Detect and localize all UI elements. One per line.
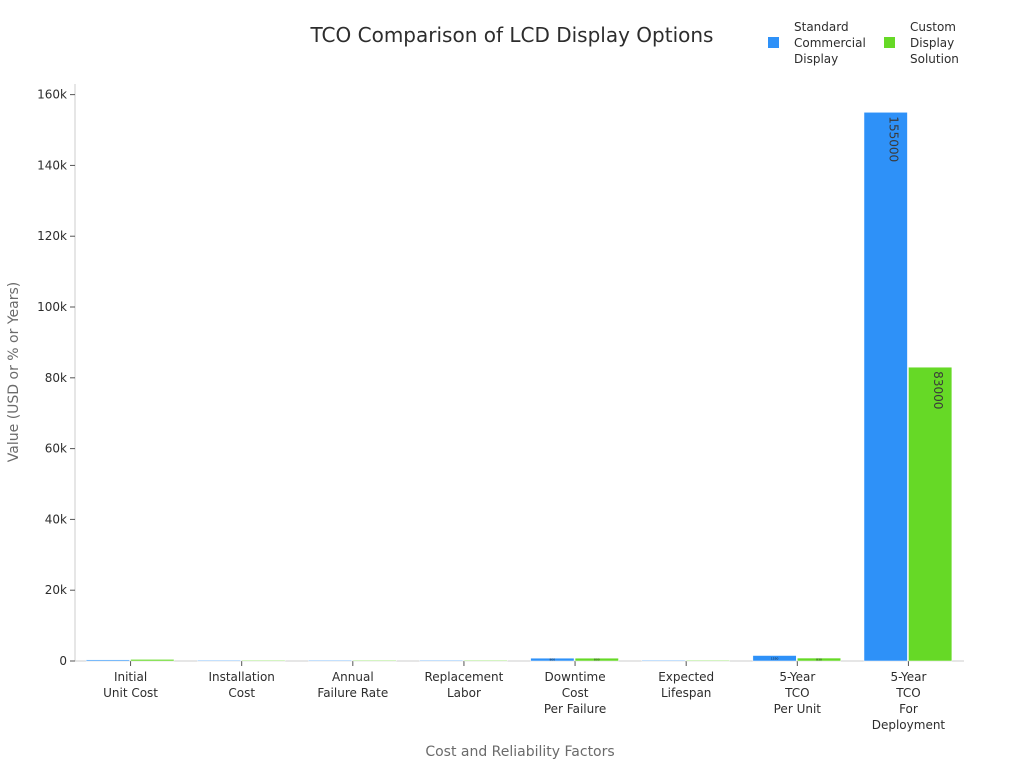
y-tick-label: 40k bbox=[45, 512, 67, 526]
legend-label-line: Standard bbox=[794, 20, 849, 34]
bar bbox=[196, 659, 241, 662]
bar-value-label: 800 bbox=[594, 658, 600, 662]
y-tick-label: 140k bbox=[37, 158, 67, 172]
x-tick-label-line: Initial bbox=[114, 670, 147, 684]
x-tick-label-line: Cost bbox=[562, 686, 589, 700]
x-tick-label-line: Installation bbox=[208, 670, 274, 684]
x-tick-label-line: Labor bbox=[447, 686, 481, 700]
x-tick-label: 5-Year TCO For Deployment bbox=[872, 670, 946, 732]
bar bbox=[85, 659, 130, 662]
x-tick-label: Initial Unit Cost bbox=[103, 670, 158, 700]
legend-label-line: Display bbox=[910, 36, 954, 50]
bars: 800 1550 155000 800 830 83000 bbox=[85, 112, 953, 662]
bar bbox=[574, 657, 619, 662]
y-tick-label: 20k bbox=[45, 583, 67, 597]
legend-label-line: Commercial bbox=[794, 36, 866, 50]
x-tick-label: Expected Lifespan bbox=[658, 670, 714, 700]
bar bbox=[130, 659, 175, 662]
x-axis-title: Cost and Reliability Factors bbox=[425, 744, 614, 760]
x-tick-label-line: Replacement bbox=[425, 670, 504, 684]
bar bbox=[463, 659, 508, 662]
y-tick-label: 100k bbox=[37, 300, 67, 314]
bar bbox=[352, 659, 397, 662]
x-tick-label: Installation Cost bbox=[208, 670, 274, 700]
bar-value-label: 800 bbox=[549, 658, 555, 662]
bar bbox=[752, 655, 797, 662]
x-tick-label-line: Expected bbox=[658, 670, 714, 684]
legend-label: Custom Display Solution bbox=[910, 20, 959, 66]
y-axis-title: Value (USD or % or Years) bbox=[6, 282, 22, 462]
y-axis: 0 20k 40k 60k 80k 100k 120k 140k 160k bbox=[37, 84, 76, 668]
x-tick-label: 5-Year TCO Per Unit bbox=[774, 670, 822, 716]
x-tick-label-line: Cost bbox=[228, 686, 255, 700]
legend: Standard Commercial Display Custom Display So… bbox=[768, 20, 959, 66]
legend-label: Standard Commercial Display bbox=[794, 20, 866, 66]
x-tick-label-line: 5-Year bbox=[890, 670, 926, 684]
x-tick-label-line: Annual bbox=[332, 670, 374, 684]
bar bbox=[908, 366, 953, 662]
x-tick-label-line: For bbox=[899, 702, 918, 716]
legend-swatch bbox=[768, 37, 779, 48]
x-tick-label-line: Deployment bbox=[872, 718, 946, 732]
x-tick-label-line: TCO bbox=[784, 686, 809, 700]
x-tick-label-line: 5-Year bbox=[779, 670, 815, 684]
legend-swatch bbox=[884, 37, 895, 48]
x-tick-label: Replacement Labor bbox=[425, 670, 504, 700]
legend-label-line: Solution bbox=[910, 52, 959, 66]
bar bbox=[641, 659, 686, 662]
chart-title: TCO Comparison of LCD Display Options bbox=[310, 23, 714, 47]
x-tick-label: Annual Failure Rate bbox=[317, 670, 388, 700]
bar bbox=[530, 657, 575, 662]
y-tick-label: 80k bbox=[45, 371, 67, 385]
bar-value-label: 1550 bbox=[771, 656, 779, 660]
y-tick-label: 60k bbox=[45, 442, 67, 456]
y-tick-label: 120k bbox=[37, 229, 67, 243]
x-tick-label-line: Lifespan bbox=[661, 686, 711, 700]
bar bbox=[863, 112, 908, 662]
x-tick-label-line: Per Unit bbox=[774, 702, 822, 716]
x-tick-label-line: TCO bbox=[895, 686, 920, 700]
bar bbox=[797, 657, 842, 662]
bar-value-label: 155000 bbox=[887, 116, 901, 162]
x-axis: Initial Unit Cost Installation Cost Annual Fa… bbox=[75, 660, 964, 732]
x-tick-label: Downtime Cost Per Failure bbox=[544, 670, 606, 716]
bar bbox=[685, 659, 730, 662]
x-tick-label-line: Per Failure bbox=[544, 702, 606, 716]
bar bbox=[241, 659, 286, 662]
legend-label-line: Display bbox=[794, 52, 838, 66]
x-tick-label-line: Unit Cost bbox=[103, 686, 158, 700]
bar-value-label: 83000 bbox=[931, 371, 945, 409]
bar-value-label: 830 bbox=[816, 658, 822, 662]
x-tick-label-line: Failure Rate bbox=[317, 686, 388, 700]
y-tick-label: 0 bbox=[59, 654, 67, 668]
y-tick-label: 160k bbox=[37, 88, 67, 102]
bar bbox=[419, 659, 464, 662]
x-tick-label-line: Downtime bbox=[545, 670, 606, 684]
legend-label-line: Custom bbox=[910, 20, 956, 34]
bar bbox=[308, 659, 353, 662]
